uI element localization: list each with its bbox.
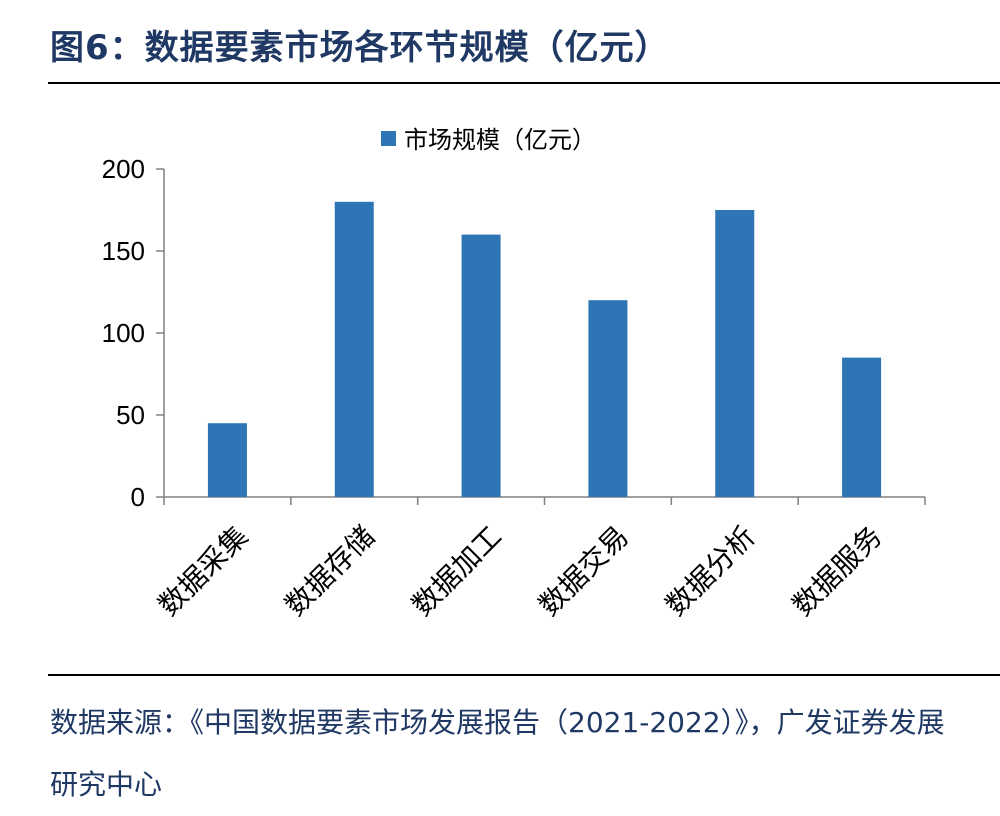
title-divider [48, 82, 1000, 84]
x-tick-label: 数据加工 [405, 520, 508, 623]
bar-5 [715, 210, 755, 497]
y-tick-label: 0 [131, 482, 145, 512]
figure-title: 图6：数据要素市场各环节规模（亿元） [50, 28, 670, 68]
bar-1 [207, 423, 247, 497]
source-divider [48, 674, 1000, 676]
x-tick-label: 数据交易 [532, 520, 635, 623]
bar-3 [461, 234, 501, 497]
x-tick-label: 数据分析 [659, 520, 762, 623]
chart-legend: 市场规模（亿元） [381, 126, 596, 154]
y-tick-label: 150 [102, 236, 145, 266]
bar-4 [588, 300, 628, 497]
legend-label: 市场规模（亿元） [404, 126, 596, 154]
y-axis: 0 50 100 150 200 [102, 154, 165, 512]
x-tick-label: 数据采集 [152, 520, 255, 623]
y-tick-label: 50 [116, 400, 145, 430]
source-note: 数据来源：《中国数据要素市场发展报告（2021-2022）》，广发证券发展研究中… [50, 706, 945, 801]
bar-6 [842, 357, 882, 497]
y-tick-label: 100 [102, 318, 145, 348]
x-axis [163, 496, 926, 505]
x-tick-label: 数据存储 [279, 520, 382, 623]
bar-series [207, 201, 882, 498]
x-tick-label: 数据服务 [786, 520, 889, 623]
y-tick-label: 200 [102, 154, 145, 184]
legend-swatch [381, 131, 396, 146]
bar-2 [334, 201, 374, 498]
x-tick-labels: 数据采集 数据存储 数据加工 数据交易 数据分析 数据服务 [152, 520, 889, 623]
